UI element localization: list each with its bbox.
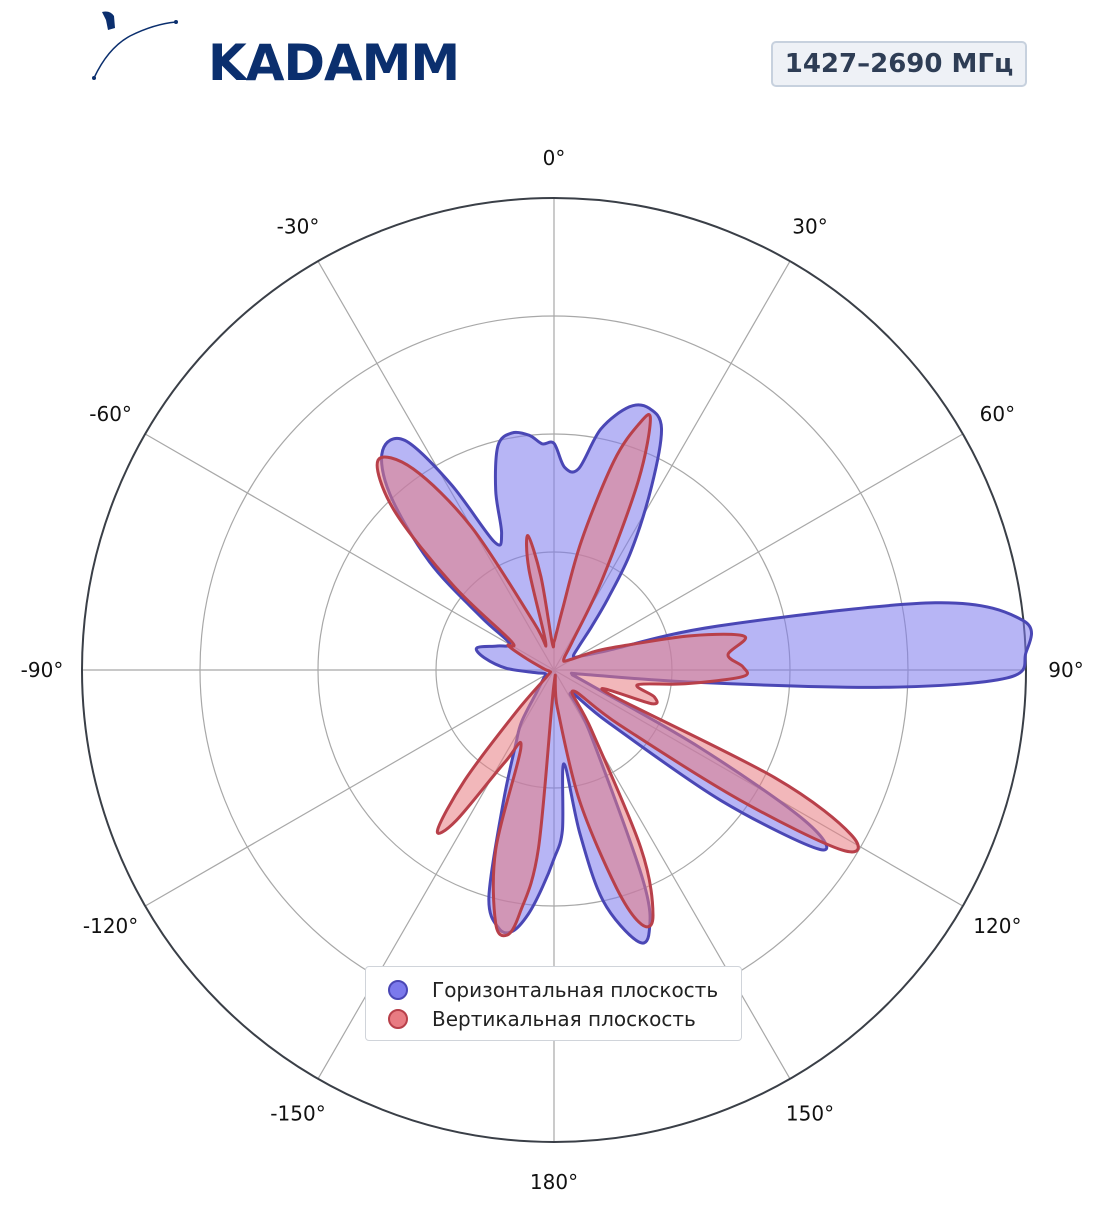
frequency-badge: 1427–2690 МГц (771, 41, 1027, 87)
legend-item-horizontal: Горизонтальная плоскость (388, 975, 741, 1004)
angle-tick-label: -150° (270, 1101, 325, 1125)
angle-labels: 0° 30° 60° 90° 120° 150° 180° -150° -120° -90° -60… (21, 146, 1084, 1194)
legend-marker-icon (388, 1008, 408, 1029)
angle-tick-label: 90° (1048, 658, 1083, 682)
angle-tick-label: 180° (530, 1170, 578, 1194)
angle-tick-label: 150° (786, 1101, 834, 1125)
angle-tick-label: 120° (973, 914, 1021, 938)
angle-tick-label: 60° (980, 402, 1015, 426)
angle-tick-label: 0° (543, 146, 566, 170)
series-vertical-plane (375, 413, 860, 938)
angle-tick-label: 30° (792, 215, 827, 239)
logo-mark-icon (92, 11, 178, 80)
angle-tick-label: -60° (89, 402, 132, 426)
outer-ring (81, 197, 1027, 1143)
legend-label: Горизонтальная плоскость (432, 977, 719, 1002)
angle-tick-label: -120° (83, 914, 138, 938)
legend-item-vertical: Вертикальная плоскость (388, 1004, 741, 1033)
angle-tick-label: -30° (277, 215, 320, 239)
angle-tick-label: -90° (21, 658, 64, 682)
series-layer (375, 403, 1033, 945)
logo-text: KADAMM (208, 34, 460, 92)
legend: Горизонтальная плоскость Вертикальная пл… (365, 966, 742, 1041)
legend-marker-icon (388, 979, 408, 1000)
legend-label: Вертикальная плоскость (432, 1006, 696, 1031)
brand-logo: KADAMM (88, 8, 460, 88)
